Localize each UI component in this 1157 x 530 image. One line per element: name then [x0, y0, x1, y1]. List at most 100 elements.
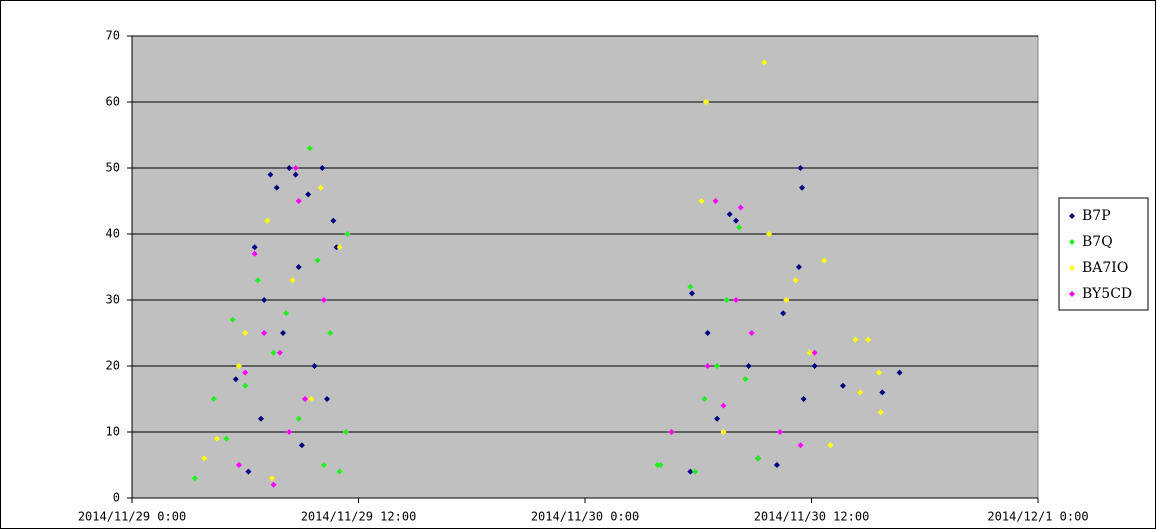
point [720, 429, 727, 435]
point [330, 217, 337, 224]
point [701, 396, 708, 402]
point [877, 409, 884, 416]
point [320, 297, 327, 303]
point [292, 171, 299, 178]
legend-marker [1069, 239, 1075, 245]
point [783, 297, 790, 303]
point [342, 429, 349, 435]
point [714, 363, 721, 369]
point [687, 283, 694, 290]
point [267, 171, 274, 178]
point [283, 310, 290, 317]
point [799, 184, 806, 191]
point [797, 165, 804, 171]
legend-marker [1069, 213, 1075, 219]
point [704, 330, 711, 336]
point [687, 468, 694, 475]
point [306, 145, 313, 152]
x-tick-label: 2014/11/30 0:00 [531, 510, 639, 524]
legend-label: BY5CD [1082, 286, 1132, 302]
point [213, 435, 220, 442]
point [755, 455, 762, 462]
point [261, 297, 268, 303]
point [289, 277, 296, 284]
legend: B7P B7Q BA7IO BY5CD [1058, 197, 1149, 311]
point [712, 198, 719, 204]
point [806, 349, 813, 356]
point [319, 165, 326, 171]
point [657, 462, 664, 468]
point [235, 462, 242, 468]
point [698, 198, 705, 204]
point [852, 336, 859, 343]
y-tick-label: 50 [106, 161, 120, 175]
point [324, 396, 331, 402]
point [821, 257, 828, 264]
point [298, 442, 305, 449]
point [245, 468, 252, 475]
point [270, 481, 277, 488]
y-tick-label: 30 [106, 293, 120, 307]
point [327, 330, 334, 336]
y-tick-label: 60 [106, 95, 120, 109]
point [766, 231, 773, 237]
y-tick-label: 0 [113, 491, 120, 505]
point [336, 468, 343, 475]
legend-label: B7P [1082, 208, 1111, 224]
x-tick-label: 2014/11/30 12:00 [754, 510, 870, 524]
point [745, 363, 752, 369]
point [811, 363, 818, 369]
point [780, 310, 787, 317]
point [333, 244, 340, 251]
point [797, 442, 804, 449]
plot-area [131, 35, 1039, 499]
point [742, 376, 749, 383]
point [748, 330, 755, 336]
point [276, 349, 283, 356]
point [761, 59, 768, 66]
point [235, 363, 242, 369]
point [261, 330, 268, 336]
point [311, 363, 318, 369]
point [777, 429, 784, 435]
point [302, 396, 309, 402]
point [280, 330, 286, 336]
point [242, 369, 249, 376]
point [773, 462, 780, 468]
point [264, 217, 271, 224]
point [736, 224, 743, 231]
point [737, 204, 744, 211]
point [865, 336, 872, 343]
point [896, 369, 903, 376]
point [191, 475, 198, 482]
point [270, 349, 277, 356]
point [295, 198, 302, 204]
point [714, 415, 721, 422]
point [305, 191, 312, 198]
y-tick-label: 70 [106, 29, 120, 43]
point [876, 369, 883, 376]
point [251, 250, 258, 257]
y-tick-label: 40 [106, 227, 120, 241]
point [292, 165, 299, 171]
point [308, 396, 315, 402]
point [286, 165, 293, 171]
point [242, 330, 249, 336]
point [668, 429, 675, 435]
y-tick-label: 10 [106, 425, 120, 439]
x-tick-label: 2014/12/1 0:00 [987, 510, 1088, 524]
point [257, 415, 264, 422]
point [344, 231, 351, 237]
point [688, 290, 695, 297]
point [201, 455, 208, 462]
point [726, 211, 733, 218]
point [879, 389, 886, 396]
point [232, 376, 239, 383]
point [795, 264, 802, 270]
point [251, 244, 258, 251]
point [811, 349, 818, 356]
point [268, 475, 275, 482]
x-tick-label: 2014/11/29 0:00 [78, 510, 186, 524]
point [703, 99, 710, 105]
